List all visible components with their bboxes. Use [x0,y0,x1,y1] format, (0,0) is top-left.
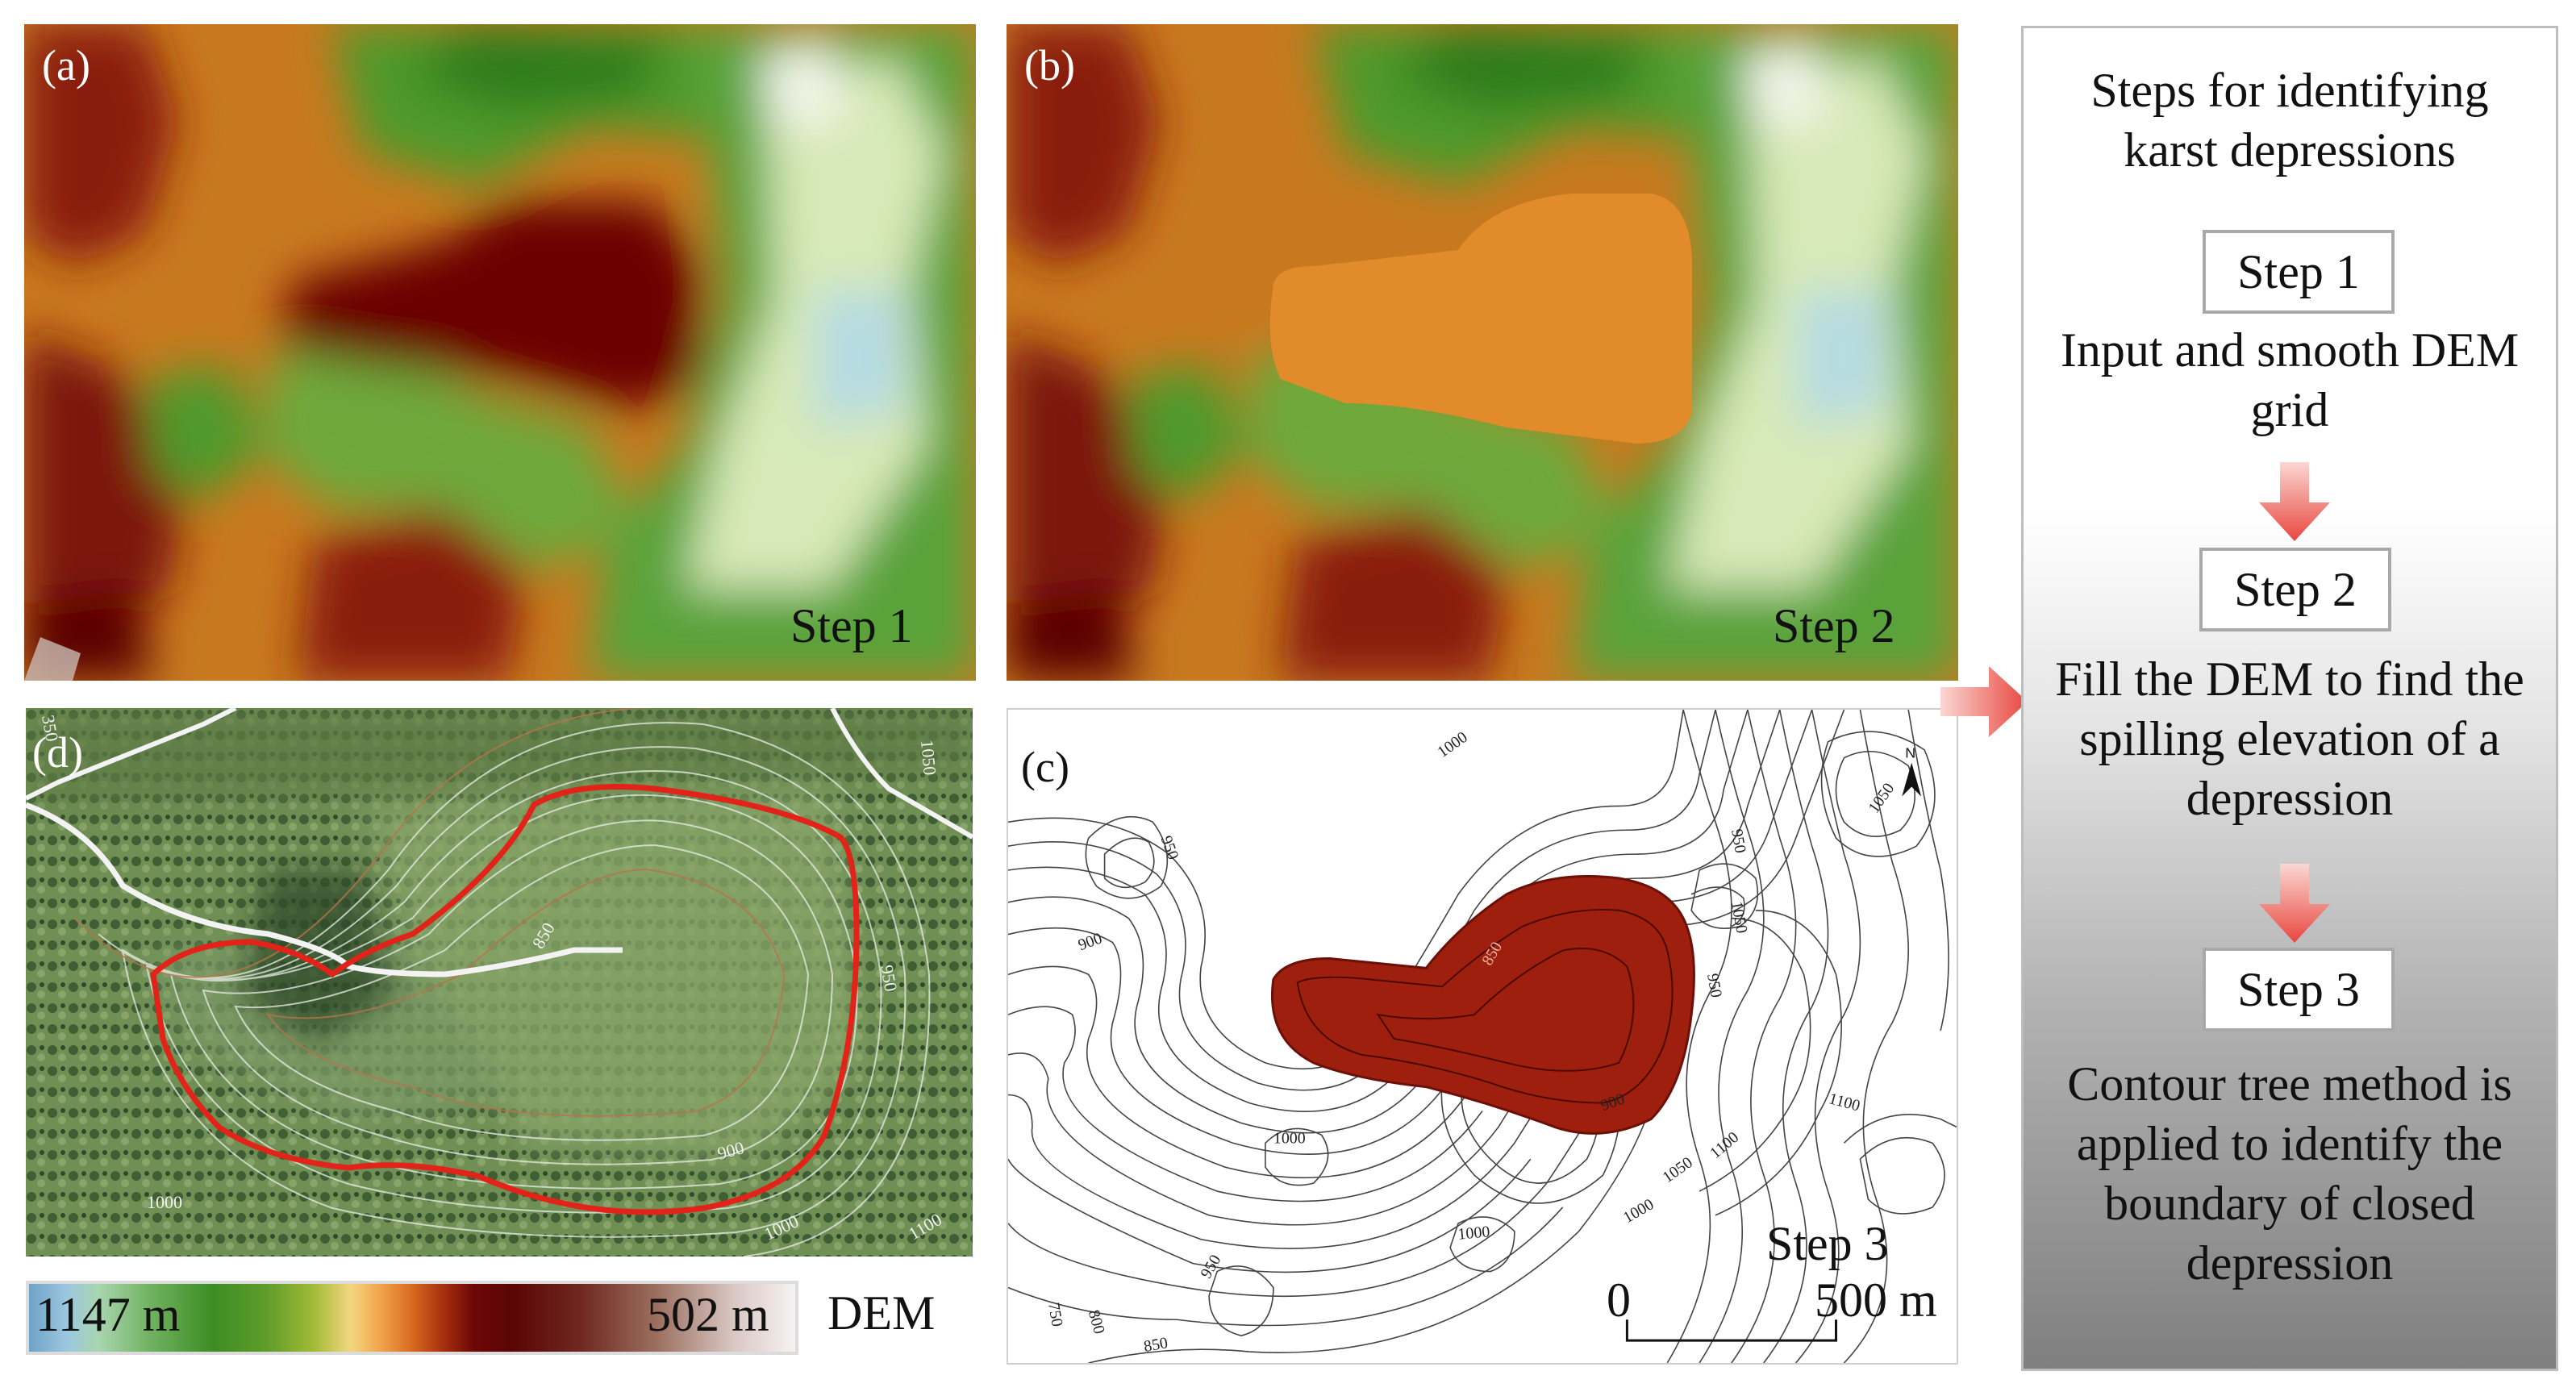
scale-zero-label: 0 [1607,1273,1631,1327]
dem-panel-b: (b) Step 2 [1007,24,1958,681]
contour-label: 750 [1044,1301,1066,1327]
north-arrow-icon: N [1902,745,1922,797]
panel-b-label: (b) [1024,41,1075,90]
dem-panel-a: (a) Step 1 [24,24,976,681]
dem-colorbar: 1147 m 502 m [26,1281,798,1355]
contour-label: 1000 [1273,1129,1306,1147]
connector-arrow-icon [1940,666,2028,737]
identified-depression [1271,875,1695,1135]
panel-d-label: (d) [32,728,83,777]
depression-boundary [150,784,860,1215]
flowchart-panel: Steps for identifying karst depressions … [2021,26,2558,1371]
north-label: N [1905,745,1915,761]
contour-label: 1000 [1457,1223,1491,1243]
contour-label: 1000 [1620,1195,1657,1227]
scale-bar [1625,1319,1838,1342]
panel-a-step-tag: Step 1 [790,599,913,652]
filled-depression [1269,194,1692,444]
contour-label: 1100 [1827,1090,1862,1115]
contour-label: 1000 [1434,728,1470,761]
contour-panel-c: 1000 950 900 1050 1050 950 1000 850 900 … [1007,708,1958,1365]
step-3-description: Contour tree method is applied to identi… [2067,1057,2512,1290]
step-2-description: Fill the DEM to find the spilling elevat… [2055,652,2524,825]
contour-label: 800 [1085,1308,1108,1336]
aerial-contour-label: 350 [38,714,62,744]
contour-label: 950 [1157,833,1182,862]
aerial-contour-label: 1000 [147,1192,182,1212]
panel-a-label: (a) [42,41,90,90]
step-1-box: Step 1 [2203,230,2395,314]
aerial-panel-d: 850 950 900 1000 1000 1100 1050 350 (d) [26,708,973,1257]
contour-label: 1050 [1865,780,1898,816]
panel-c-label: (c) [1021,743,1069,791]
contour-label: 950 [1197,1252,1224,1282]
colorbar-title: DEM [827,1286,936,1340]
aerial-contour-label: 950 [877,964,901,994]
panel-c-step-tag: Step 3 [1766,1217,1889,1270]
contour-label: 950 [1703,972,1725,998]
scale-end-label: 500 m [1815,1273,1937,1327]
aerial-contour-label: 1050 [917,739,940,776]
contour-label: 1100 [1707,1128,1742,1162]
step-2-box: Step 2 [2199,548,2391,631]
down-arrow-icon [2259,462,2330,541]
step-1-description: Input and smooth DEM grid [2060,323,2520,436]
colorbar-max-label: 1147 m [35,1288,181,1341]
colorbar-min-label: 502 m [647,1288,769,1341]
step-3-box: Step 3 [2203,948,2395,1031]
contour-label: 850 [1142,1334,1169,1356]
flowchart-title: Steps for identifying karst depressions [2090,64,2489,177]
contour-label: 1050 [1659,1153,1695,1186]
panel-b-step-tag: Step 2 [1773,599,1895,652]
contour-label: 900 [1076,929,1105,954]
down-arrow-icon [2259,864,2330,943]
contour-label: 950 [1728,827,1749,854]
